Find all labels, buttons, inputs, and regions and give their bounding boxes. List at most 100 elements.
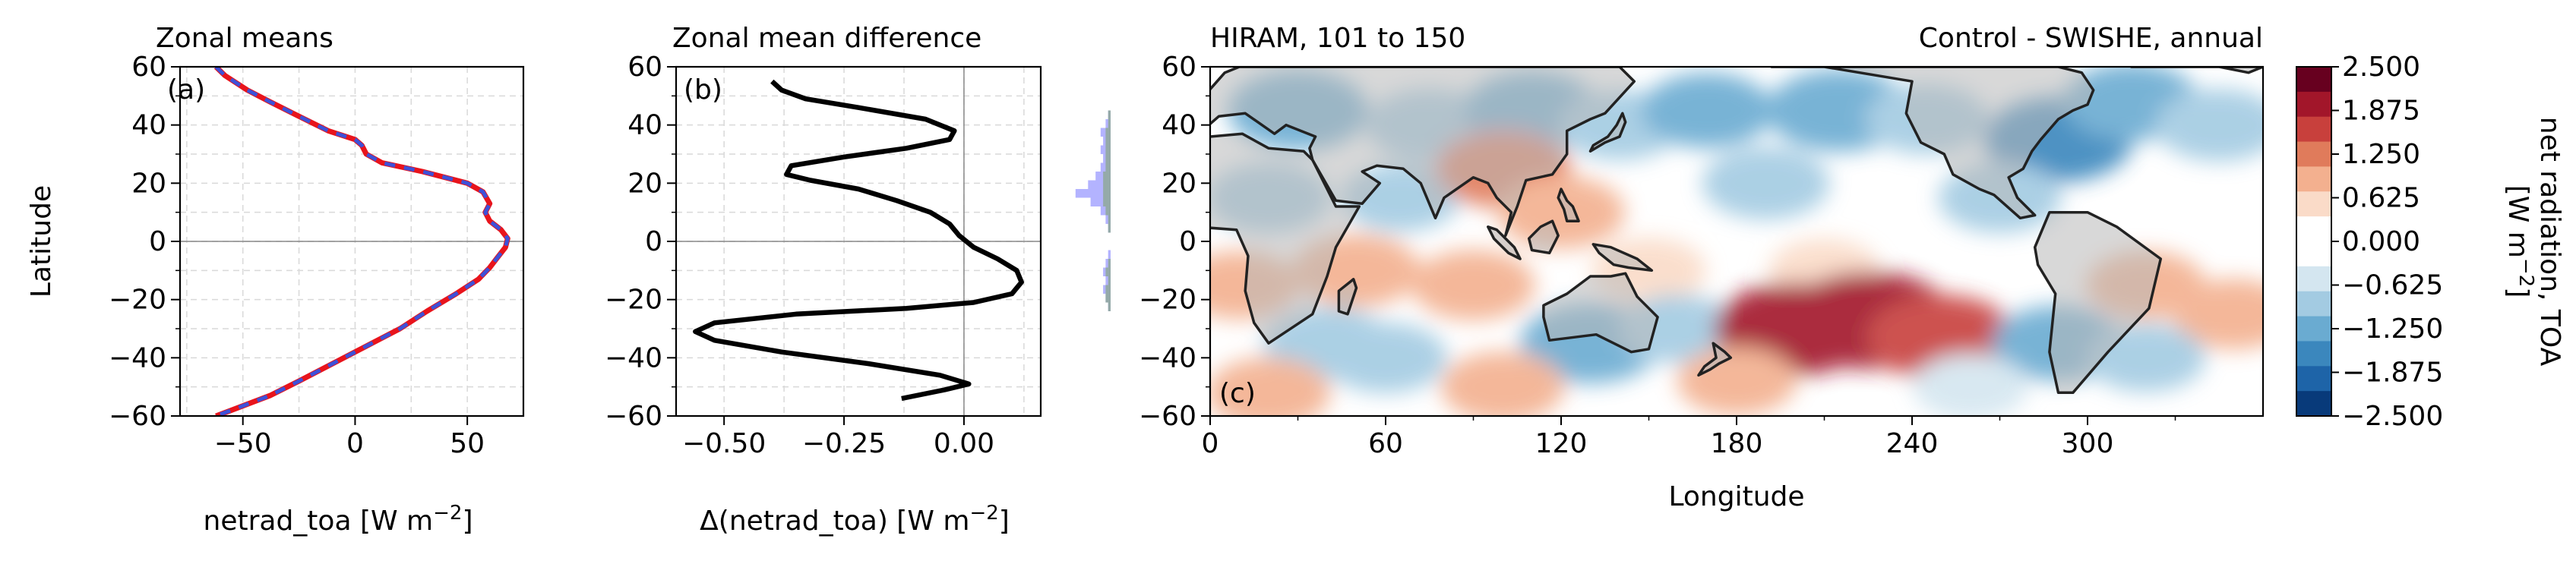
panel-a-ytick-label: 40 (131, 110, 166, 141)
panel-b-lines (676, 67, 1041, 416)
colorbar-swatch (2296, 291, 2331, 317)
coastline-africa (1210, 132, 1361, 345)
panel-b-ticks: −60 −40 −20 0 20 40 60 −0.50 −0.25 0.00 (605, 52, 994, 459)
panel-a-xtick-label: 50 (450, 428, 485, 459)
anomaly-blob (1702, 147, 1830, 220)
panel-b-hist-bar-green (1105, 285, 1111, 294)
panel-c-xtick-label: 60 (1368, 428, 1403, 459)
colorbar-tick-label: 0.000 (2342, 226, 2420, 257)
panel-b-hist-bar-green (1103, 197, 1111, 206)
panel-a: Zonal means −60 −40 −20 0 20 40 60 −50 0 50 (a) L… (26, 23, 525, 537)
colorbar-swatch (2296, 67, 2331, 93)
colorbar-swatch (2296, 216, 2331, 242)
coastline-australia (1542, 272, 1659, 354)
panel-b-hist-bar-green (1108, 110, 1111, 119)
panel-a-label: (a) (167, 74, 205, 106)
panel-a-title: Zonal means (156, 23, 333, 54)
panel-c-ticks: −60 −40 −20 0 20 40 60 0 60 120 180 240 300 (1139, 52, 2176, 459)
panel-c-label: (c) (1219, 378, 1256, 409)
panel-b-xtick-label: 0.00 (934, 428, 994, 459)
panel-b-ytick-label: 20 (627, 168, 662, 199)
coastline-northamerica (1770, 67, 2095, 220)
colorbar-tick-label: 0.625 (2342, 183, 2420, 214)
colorbar-swatch (2296, 91, 2331, 118)
colorbar-tick-label: −1.875 (2342, 358, 2443, 389)
panel-b-hist-bar-green (1108, 259, 1111, 268)
panel-c-xtick-label: 240 (1886, 428, 1939, 459)
colorbar: 2.500 1.875 1.250 0.625 0.000 −0.625 −1.250 −1.… (2296, 52, 2565, 432)
colorbar-swatch (2296, 266, 2331, 292)
panel-b-hist-bar-green (1108, 215, 1111, 224)
panel-b-ytick-label: 40 (627, 110, 662, 141)
colorbar-tick-label: −1.250 (2342, 314, 2443, 345)
colorbar-swatch (2296, 116, 2331, 143)
colorbar-tick-label: −0.625 (2342, 270, 2443, 301)
panel-c-xlabel: Longitude (1668, 481, 1804, 512)
colorbar-tick-label: 1.250 (2342, 139, 2420, 170)
anomaly-blob (1641, 72, 1774, 149)
panel-a-ytick-label: 60 (131, 52, 166, 83)
panel-b-hist-bar-green (1105, 162, 1111, 172)
colorbar-swatch (2296, 391, 2331, 417)
anomaly-blob (1210, 357, 1331, 416)
anomaly-blob (2155, 88, 2263, 162)
panel-b-label: (b) (684, 74, 722, 106)
colorbar-swatch (2296, 241, 2331, 267)
panel-b-ytick-label: −60 (605, 401, 662, 432)
anomaly-blob (1411, 250, 1535, 320)
colorbar-swatch (2296, 316, 2331, 342)
panel-b-ytick-label: −20 (605, 285, 662, 316)
panel-b-hist-bar-green (1105, 128, 1111, 137)
panel-a-ticks: −60 −40 −20 0 20 40 60 −50 0 50 (109, 52, 485, 459)
panel-c-ytick-label: 40 (1162, 110, 1196, 141)
panel-b-xtick-label: −0.25 (802, 428, 886, 459)
panel-b-hist-bar-green (1105, 206, 1111, 216)
colorbar-label: net radiation, TOA[W m−2] (2502, 117, 2565, 367)
panel-a-xtick-label: −50 (214, 428, 272, 459)
panel-b-hist-bar-green (1103, 172, 1111, 181)
panel-c: HIRAM, 101 to 150 Control - SWISHE, annu… (1139, 23, 2265, 512)
panel-b-ytick-label: 0 (645, 226, 662, 257)
panel-b-hist-bar (1108, 250, 1111, 259)
coastline-madagascar (1337, 278, 1358, 316)
coastline-borneo (1527, 219, 1560, 255)
panel-c-ytick-label: 0 (1179, 226, 1196, 257)
coastline-sumatra (1487, 225, 1522, 260)
coastlines (1210, 67, 2263, 395)
panel-b: Zonal mean difference −60 −40 −20 0 20 40 60 −0… (605, 23, 1111, 537)
anomaly-blob (1497, 175, 1625, 249)
coastline-newguinea (1591, 243, 1654, 273)
panel-b-histogram (1075, 110, 1111, 311)
panel-a-ylabel: Latitude (26, 185, 57, 298)
colorbar-tick-label: −2.500 (2342, 401, 2443, 432)
panel-c-ytick-label: 20 (1162, 168, 1196, 199)
colorbar-swatch (2296, 341, 2331, 367)
colorbar-tick-label: 1.875 (2342, 96, 2420, 127)
panel-b-hist-bar-green (1105, 294, 1111, 303)
panel-b-hist-bar-green (1105, 267, 1111, 276)
panel-a-xlabel: netrad_toa [W m−2] (204, 502, 473, 537)
panel-b-diff-line (693, 79, 1024, 402)
colorbar-tick-label: 2.500 (2342, 52, 2420, 83)
panel-c-xtick-label: 180 (1711, 428, 1763, 459)
panel-c-ytick-label: −20 (1139, 285, 1196, 316)
panel-a-lines (180, 67, 523, 416)
panel-c-ytick-label: −40 (1139, 342, 1196, 373)
colorbar-swatch (2296, 191, 2331, 217)
panel-a-series-1 (214, 67, 510, 416)
panel-a-xtick-label: 0 (346, 428, 364, 459)
coastline-eurasia (1210, 67, 1636, 238)
panel-b-title: Zonal mean difference (672, 23, 981, 54)
panel-c-title-left: HIRAM, 101 to 150 (1210, 23, 1465, 54)
panel-b-hist-bar (1090, 197, 1111, 206)
panel-c-xtick-label: 120 (1535, 428, 1588, 459)
panel-b-xlabel: Δ(netrad_toa) [W m−2] (700, 502, 1010, 537)
panel-b-ytick-label: −40 (605, 342, 662, 373)
anomaly-blob (2172, 279, 2263, 350)
panel-b-hist-bar-green (1108, 119, 1111, 128)
panel-a-ytick-label: 20 (131, 168, 166, 199)
panel-a-ytick-label: −20 (109, 285, 166, 316)
panel-b-hist-bar-green (1103, 180, 1111, 189)
panel-a-ytick-label: −40 (109, 342, 166, 373)
